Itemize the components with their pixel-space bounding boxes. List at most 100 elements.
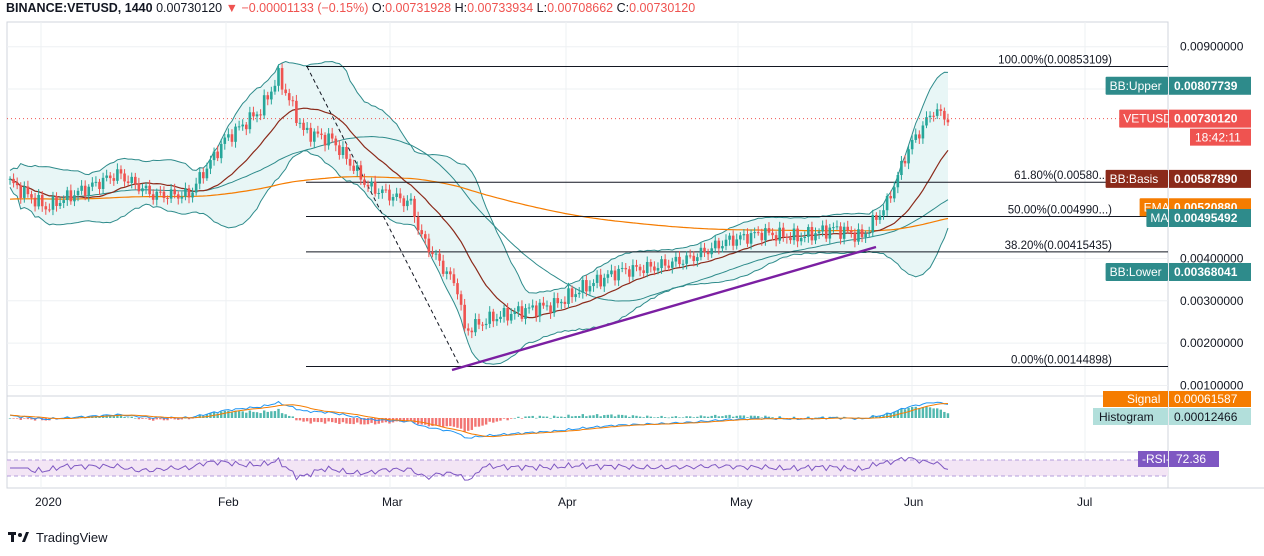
price-label-value-tag [1169,76,1251,95]
candle [527,307,531,309]
macd-histogram-bar [599,416,602,418]
countdown-value: 18:42:11 [1195,131,1241,145]
candle [896,175,900,188]
price-label-value-tag [1169,209,1251,228]
macd-histogram-bar [148,418,151,420]
candle [552,298,556,314]
candle [778,227,781,241]
candle [431,252,434,255]
candle [359,165,363,180]
candle [713,240,717,249]
candle [58,202,62,207]
candle [302,122,305,130]
candle [166,197,169,199]
macd-histogram-bar [638,416,642,418]
macd-histogram-bar [907,407,910,418]
candle [33,197,37,207]
macd-histogram-bar [187,418,191,420]
candle [402,198,406,207]
x-tick-label: 2020 [35,495,62,509]
histogram-name-tag [1093,408,1168,425]
candle [649,261,653,267]
candle [645,261,649,274]
candle [824,225,828,239]
candle [513,311,517,314]
x-tick-label: Apr [558,495,577,509]
candle [112,178,116,181]
tradingview-logo-icon [8,532,29,542]
macd-histogram-bar [377,418,380,424]
macd-histogram-bar [112,416,116,418]
candle [48,209,51,211]
macd-histogram-bar [753,415,756,418]
candle [767,228,771,233]
candle [921,125,925,139]
open-label: O: [371,1,386,15]
candle [19,185,23,198]
fib-diagonal [306,66,461,367]
macd-histogram-bar [334,418,337,423]
candle [159,191,162,193]
histogram-value: 0.00012466 [1174,410,1238,424]
macd-histogram-bar [663,417,667,418]
candle [939,109,943,111]
candle [839,226,842,239]
candle [495,319,499,322]
candle [574,294,577,298]
candle [409,198,413,201]
candle [620,267,624,269]
macd-histogram-bar [803,418,806,419]
candle [774,235,778,241]
candle [742,234,746,236]
candle [534,305,538,317]
macd-histogram-bar [477,418,481,427]
macd-histogram-bar [66,416,69,418]
macd-histogram-bar [506,418,509,421]
candle [692,255,696,262]
macd-histogram-bar [492,418,495,423]
candle [484,323,488,326]
candle [130,176,134,183]
candle [821,225,824,232]
candle [83,185,87,196]
candle [466,328,470,331]
macd-histogram-bar [703,416,706,418]
candle [771,232,774,236]
y-tick-label: 0.00100000 [1180,379,1244,393]
macd-histogram-bar [381,418,384,423]
candle [338,145,341,156]
macd-histogram-bar [341,418,345,423]
candle [789,237,792,241]
candle [65,190,69,201]
candle [187,188,191,198]
macd-histogram-bar [313,418,316,422]
macd-histogram-bar [141,418,144,419]
x-tick-label: May [730,495,753,509]
candle [910,139,914,150]
macd-histogram-bar [578,415,581,418]
macd-histogram-bar [928,407,932,418]
macd-histogram-bar [288,415,291,418]
rsi-name: -RSI- [1142,452,1170,466]
macd-histogram-bar [166,418,169,421]
macd-histogram-bar [352,418,355,425]
macd-histogram-bar [266,411,269,418]
price-label-name: BB:Lower [1110,265,1162,279]
macd-histogram-bar [946,413,950,418]
macd-histogram-bar [230,412,234,418]
candle [51,196,55,210]
macd-histogram-bar [273,411,277,418]
candle [932,115,935,117]
y-tick-label: 0.00900000 [1180,40,1244,54]
macd-histogram-bar [431,418,434,427]
macd-histogram-bar [706,416,710,418]
macd-histogram-bar [8,418,12,419]
candle [685,255,688,264]
fib-level-label: 50.00%(0.004990...) [1008,205,1112,217]
macd-histogram-bar [932,408,935,418]
macd-histogram-bar [603,415,606,418]
rsi-value-tag [1169,451,1219,467]
candle [871,215,875,233]
candle [878,215,882,220]
